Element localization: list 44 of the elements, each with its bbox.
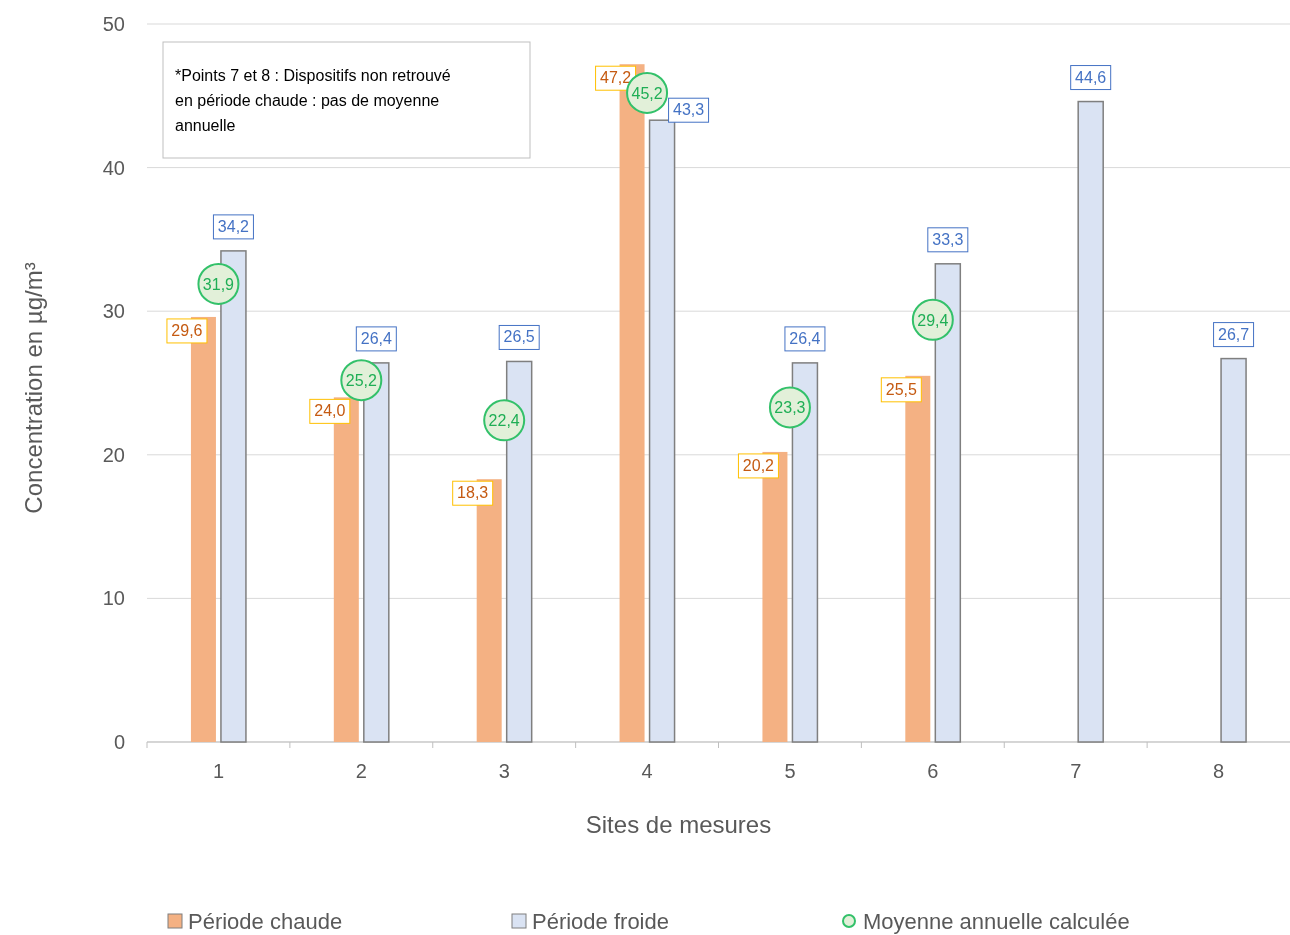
bar [1220,357,1247,743]
data-label: 34,2 [217,217,250,235]
data-label: 20,2 [742,456,775,474]
data-label: 23,3 [774,399,806,417]
data-label: 24,0 [314,402,346,420]
data-label: 43,3 [672,101,705,119]
data-label: 26,5 [503,328,535,346]
y-tick-label: 30 [102,300,125,323]
y-tick-label: 50 [102,13,125,35]
y-tick-label: 40 [102,156,125,179]
legend-label: Moyenne annuelle calculée [863,909,1130,934]
x-tick-label: 8 [1213,760,1225,782]
data-label: 22,4 [488,412,520,430]
x-tick-label: 3 [498,760,510,782]
data-label: 18,3 [457,484,489,502]
y-axis-title: Concentration en µg/m³ [20,262,47,514]
data-label: 25,2 [345,372,377,390]
x-axis-title: Sites de mesures [585,811,772,838]
data-label: 47,2 [599,69,632,87]
x-tick-label: 2 [355,760,367,782]
data-label: 26,4 [789,329,821,347]
annotation: *Points 7 et 8 : Dispositifs non retrouvé en période chaude : pas de moyenne annuelle [175,67,451,134]
note-box: *Points 7 et 8 : Dispositifs non retrouvé en période chaude : pas de moyenne annuelle [162,41,531,159]
data-label: 26,7 [1217,325,1250,343]
x-tick-label: 4 [641,760,653,782]
legend-label: Période froide [532,909,669,934]
data-label: 45,2 [631,84,663,102]
data-label: 44,6 [1075,68,1107,86]
data-label: 29,6 [171,321,203,339]
data-label: 26,4 [360,329,392,347]
data-label: 33,3 [932,230,964,248]
bar [1077,100,1104,743]
y-tick-label: 20 [102,443,125,466]
x-tick-label: 5 [784,760,796,782]
data-label: 31,9 [202,275,235,293]
data-label: 29,4 [917,311,949,329]
bar [648,119,676,743]
x-tick-label: 1 [212,760,224,782]
data-label: 25,5 [885,380,917,398]
x-tick-label: 6 [927,760,939,782]
y-tick-label: 10 [102,587,125,610]
legend-label: Période chaude [188,909,343,934]
y-tick-label: 0 [113,731,125,753]
x-tick-label: 7 [1070,760,1082,782]
